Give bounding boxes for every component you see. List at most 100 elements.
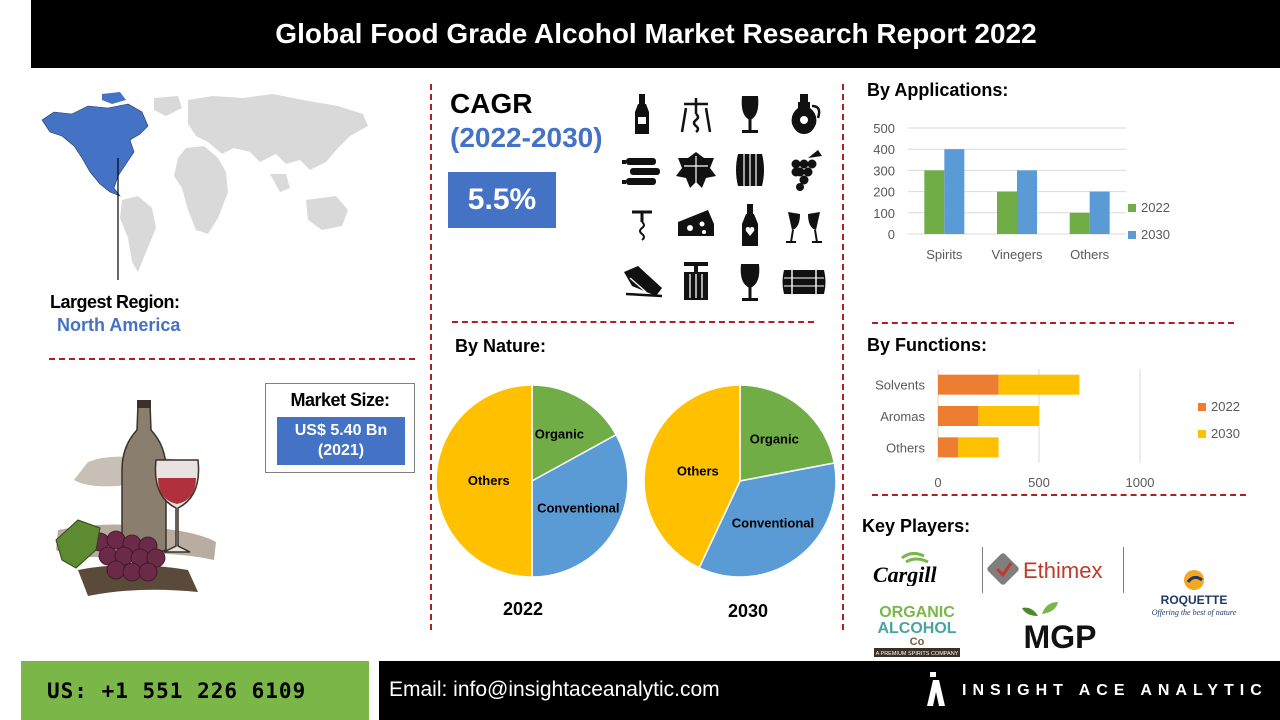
func-category-label: Solvents <box>875 378 925 393</box>
svg-text:ALCOHOL: ALCOHOL <box>877 620 956 637</box>
app-legend-swatch-2022 <box>1128 204 1136 212</box>
svg-text:ROQUETTE: ROQUETTE <box>1161 593 1228 607</box>
insight-ace-logo-icon <box>927 672 945 706</box>
func-x-tick-label: 1000 <box>1126 475 1155 490</box>
market-size-value: US$ 5.40 Bn (2021) <box>277 417 405 465</box>
app-legend-swatch-2030 <box>1128 231 1136 239</box>
divider-left-vertical <box>430 84 432 630</box>
pie-2022-slice-organic <box>531 384 618 483</box>
wine-rack-icon <box>622 158 660 185</box>
func-x-tick-label: 0 <box>934 475 941 490</box>
divider-right-horizontal-1 <box>872 322 1234 324</box>
func-bar-solvents-2030 <box>998 374 1080 395</box>
largest-region-value: North America <box>57 315 181 335</box>
app-y-tick-label: 500 <box>873 121 895 136</box>
grapes-icon <box>791 150 822 191</box>
market-size-label: Market Size: <box>290 390 390 410</box>
pie-2022-year-label: 2022 <box>503 599 544 619</box>
wine-glass-icon <box>741 96 759 133</box>
pie-2030-label-organic: Organic <box>750 432 799 447</box>
func-legend-swatch-2030 <box>1198 430 1206 438</box>
pie-2030-slice-conventional <box>698 462 837 578</box>
footer-brand-text: INSIGHT ACE ANALYTIC <box>962 682 1268 699</box>
applications-bar-chart: 0 100 200 300 400 500 Spirits Vinegers Others 202… <box>873 121 1170 262</box>
app-y-tick-label: 100 <box>873 206 895 221</box>
market-size-year: (2021) <box>317 442 365 459</box>
mgp-logo: MGP <box>1008 600 1112 655</box>
divider-mid-vertical <box>842 84 844 630</box>
func-bar-solvents-2022 <box>938 374 999 395</box>
players-section-title: Key Players: <box>862 516 971 536</box>
wall-corkscrew-icon <box>632 210 652 241</box>
divider-right-horizontal-2 <box>872 494 1246 496</box>
pie-2022-slice-others <box>435 384 533 578</box>
cagr-value: 5.5% <box>448 172 556 228</box>
pie-2030-year-label: 2030 <box>728 601 769 621</box>
app-y-tick-label: 0 <box>888 227 895 242</box>
svg-text:Cargill: Cargill <box>873 562 937 586</box>
func-bar-others-2030 <box>958 437 999 458</box>
nature-pie-2030: Organic Conventional Others <box>643 384 837 578</box>
footer-phone: US: +1 551 226 6109 <box>21 661 369 720</box>
func-category-label: Aromas <box>880 409 925 424</box>
largest-region-label: Largest Region: <box>50 292 180 312</box>
app-legend-label: 2030 <box>1141 227 1170 242</box>
wine-illustration <box>55 400 216 596</box>
ethimex-logo: Ethimex <box>982 547 1124 593</box>
app-category-label: Vinegers <box>991 247 1043 262</box>
func-bar-others-2022 <box>938 437 959 458</box>
pie-2030-slice-organic <box>739 384 836 482</box>
market-size-box: Market Size: US$ 5.40 Bn (2021) <box>265 383 415 473</box>
func-legend-label: 2030 <box>1211 426 1240 441</box>
wine-icon-grid <box>622 94 826 301</box>
cargill-logo: Cargill <box>872 551 944 587</box>
footer-email-text: Email: info@insightaceanalytic.com <box>389 678 720 701</box>
cagr-label: CAGR <box>450 88 533 119</box>
func-legend-label: 2022 <box>1211 399 1240 414</box>
svg-text:A PREMIUM SPIRITS COMPANY: A PREMIUM SPIRITS COMPANY <box>876 651 959 657</box>
func-bar-aromas-2022 <box>938 406 979 426</box>
cheese-icon <box>678 210 714 236</box>
wine-jug-icon <box>791 94 821 134</box>
func-x-tick-label: 500 <box>1028 475 1050 490</box>
functions-section-title: By Functions: <box>867 335 987 355</box>
heart-bottle-icon <box>742 204 758 246</box>
report-title-text: Global Food Grade Alcohol Market Researc… <box>275 18 1037 49</box>
pie-2022-slice-conventional <box>531 433 629 578</box>
bottle-cradle-icon <box>624 266 663 298</box>
func-category-label: Others <box>886 440 926 455</box>
svg-text:Offering the best of nature: Offering the best of nature <box>1152 608 1237 617</box>
footer-email-bar: Email: info@insightaceanalytic.com INSIG… <box>379 661 1280 720</box>
func-bar-aromas-2030 <box>978 406 1039 426</box>
app-y-tick-label: 300 <box>873 163 895 178</box>
app-legend-label: 2022 <box>1141 200 1170 215</box>
func-legend-swatch-2022 <box>1198 403 1206 411</box>
svg-text:Ethimex: Ethimex <box>1023 558 1102 583</box>
pie-2022-label-conventional: Conventional <box>537 500 619 515</box>
full-wine-glass-icon <box>740 264 760 301</box>
divider-center-horizontal <box>452 321 814 323</box>
footer-phone-text: US: +1 551 226 6109 <box>47 678 307 703</box>
svg-text:Co: Co <box>910 636 925 648</box>
app-bar-spirits-2030 <box>944 149 965 234</box>
wine-bottle-icon <box>635 94 649 134</box>
roquette-logo: ROQUETTE Offering the best of nature <box>1148 568 1240 618</box>
pie-2030-label-conventional: Conventional <box>732 515 814 530</box>
world-map <box>41 92 368 280</box>
svg-text:ORGANIC: ORGANIC <box>879 604 955 621</box>
app-bar-others-2030 <box>1089 191 1110 234</box>
nature-section-title: By Nature: <box>455 336 547 356</box>
functions-bar-chart: 0 500 1000 Solvents Aromas Others 2022 2030 <box>875 369 1240 490</box>
grape-leaf-icon <box>676 152 716 188</box>
divider-left-horizontal <box>49 358 415 360</box>
corkscrew-icon <box>680 98 712 133</box>
report-title: Global Food Grade Alcohol Market Researc… <box>31 0 1280 68</box>
side-barrel-icon <box>782 270 826 294</box>
pie-2030-label-others: Others <box>677 464 719 479</box>
organic-alcohol-logo: ORGANIC ALCOHOL Co A PREMIUM SPIRITS COM… <box>871 601 963 657</box>
app-category-label: Spirits <box>926 247 963 262</box>
app-bar-spirits-2022 <box>924 170 945 234</box>
app-y-tick-label: 400 <box>873 142 895 157</box>
wine-press-icon <box>684 262 708 300</box>
app-bar-others-2022 <box>1069 212 1090 234</box>
